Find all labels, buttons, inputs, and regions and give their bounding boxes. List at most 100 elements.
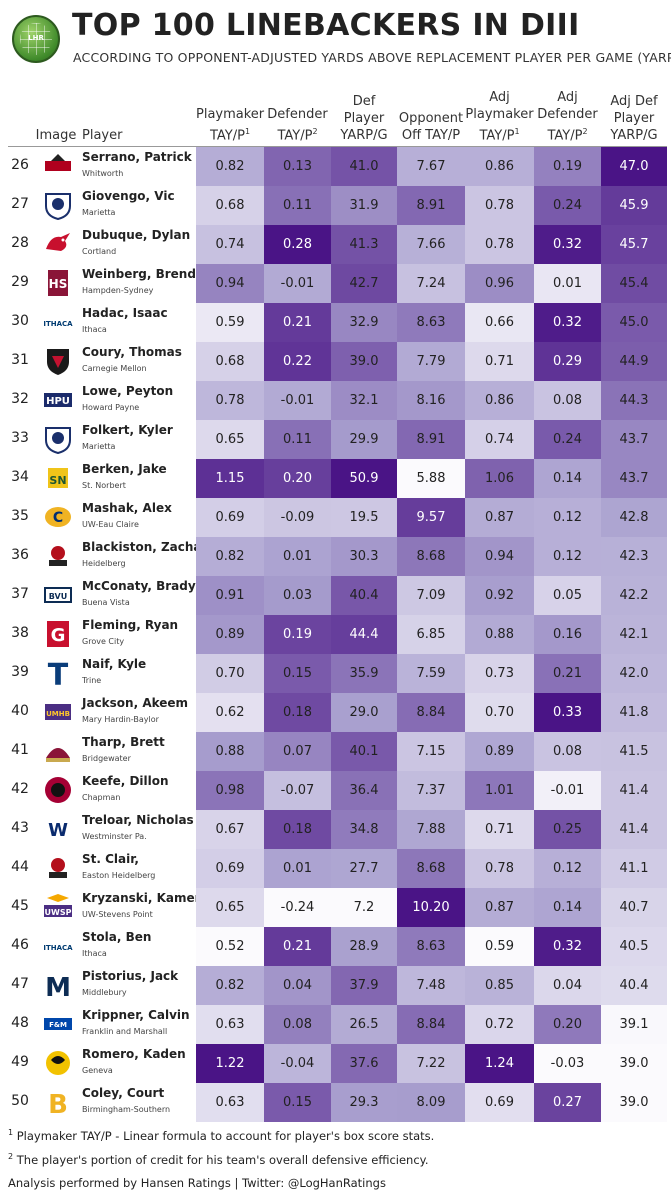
player-name: Serrano, Patrick: [82, 150, 192, 164]
table-row: 34 SN Berken, Jake St. Norbert 1.15 0.20 50.9 5…: [0, 459, 671, 498]
heatmap-cell: 39.0: [601, 1044, 667, 1083]
heatmap-cell: 0.88: [196, 732, 264, 771]
table-row: 29 HS Weinberg, Brendan Hampden-Sydney 0.94-…: [0, 264, 671, 303]
heatmap-cell: 0.08: [534, 381, 601, 420]
heatmap-cell: 29.9: [331, 420, 397, 459]
player-name: Keefe, Dillon: [82, 774, 169, 788]
heatmap-cell: 1.24: [465, 1044, 534, 1083]
player-name: Pistorius, Jack: [82, 969, 179, 983]
player-name: Romero, Kaden: [82, 1047, 186, 1061]
heatmap-cell: 0.78: [465, 225, 534, 264]
player-name: Lowe, Peyton: [82, 384, 174, 398]
heatmap-cell: 0.05: [534, 576, 601, 615]
attribution-text: Analysis performed by Hansen Ratings | T…: [8, 1176, 386, 1190]
svg-text:UMHB: UMHB: [46, 710, 70, 718]
school-name: Middlebury: [82, 988, 127, 997]
rank-label: 33: [11, 430, 29, 446]
heatmap-cell: 36.4: [331, 771, 397, 810]
heatmap-cell: 0.32: [534, 927, 601, 966]
heatmap-cell: 0.78: [465, 849, 534, 888]
ithaca-logo-icon: ITHACA: [43, 931, 73, 961]
school-name: Bridgewater: [82, 754, 131, 763]
marietta-pioneer-logo-icon: [43, 190, 73, 220]
heatmap-cell: 0.74: [465, 420, 534, 459]
heatmap-cell: -0.24: [264, 888, 331, 927]
heatmap-cell: 47.0: [601, 147, 667, 186]
column-header-stat-7-line: Player: [613, 111, 655, 126]
player-name: Berken, Jake: [82, 462, 167, 476]
svg-text:UWSP: UWSP: [45, 908, 72, 917]
heatmap-cell: 8.84: [397, 1005, 465, 1044]
heatmap-cell: -0.01: [264, 264, 331, 303]
heatmap-cell: 0.69: [196, 849, 264, 888]
rank-label: 30: [11, 313, 29, 329]
heatmap-cell: 9.57: [397, 498, 465, 537]
bridgewater-logo-icon: [43, 736, 73, 766]
table-row: 47 M Pistorius, Jack Middlebury 0.82 0.04 37.9…: [0, 966, 671, 1005]
column-header-stat-6-line: Adj: [557, 89, 578, 105]
heatmap-cell: 44.3: [601, 381, 667, 420]
rank-label: 26: [11, 157, 29, 173]
heatmap-cell: 0.73: [465, 654, 534, 693]
column-header-stat-2-line: Defender: [267, 106, 328, 122]
heatmap-cell: 41.4: [601, 810, 667, 849]
column-header-player-line: Player: [82, 128, 123, 143]
heatmap-cell: 42.7: [331, 264, 397, 303]
table-row: 44 St. Clair, Easton Heidelberg 0.69 0.01 27.…: [0, 849, 671, 888]
school-name: Ithaca: [82, 325, 107, 334]
svg-text:W: W: [48, 820, 68, 841]
heatmap-cell: 44.4: [331, 615, 397, 654]
rank-label: 39: [11, 664, 29, 680]
heatmap-cell: 41.8: [601, 693, 667, 732]
heatmap-cell: 32.1: [331, 381, 397, 420]
heatmap-cell: 7.24: [397, 264, 465, 303]
rank-label: 49: [11, 1054, 29, 1070]
heatmap-cell: 7.88: [397, 810, 465, 849]
heatmap-cell: 0.63: [196, 1083, 264, 1122]
howard-payne-logo-icon: HPU: [43, 385, 73, 415]
heatmap-cell: 0.03: [264, 576, 331, 615]
table-row: 45 UWSP Kryzanski, Kameron UW-Stevens Point…: [0, 888, 671, 927]
heatmap-cell: 44.9: [601, 342, 667, 381]
player-name: McConaty, Brady: [82, 579, 196, 593]
heatmap-cell: 42.0: [601, 654, 667, 693]
table-row: 32 HPU Lowe, Peyton Howard Payne 0.78 -0.01 32…: [0, 381, 671, 420]
column-header-stat-3-line: Def: [352, 94, 376, 109]
svg-text:M: M: [45, 973, 71, 1000]
heatmap-cell: 0.15: [264, 1083, 331, 1122]
table-row: 49 Romero, Kaden Geneva 1.22 -0.04 37.6 7.22 1.…: [0, 1044, 671, 1083]
player-name: Krippner, Calvin: [82, 1008, 190, 1022]
heatmap-cell: 0.11: [264, 420, 331, 459]
chart-subtitle: ACCORDING TO OPPONENT-ADJUSTED YARDS ABO…: [73, 50, 671, 65]
heatmap-cell: 0.59: [465, 927, 534, 966]
column-header-stat-6: Adj Defender TAY/P2: [534, 82, 601, 144]
table-row: 26 Serrano, Patrick Whitworth 0.82 0.13 41.0 7…: [0, 147, 671, 186]
heatmap-cell: 0.71: [465, 342, 534, 381]
heatmap-cell: 0.91: [196, 576, 264, 615]
heatmap-cell: 0.28: [264, 225, 331, 264]
heatmap-cell: 0.21: [534, 654, 601, 693]
ithaca-logo-icon: ITHACA: [43, 307, 73, 337]
heatmap-cell: 6.85: [397, 615, 465, 654]
heatmap-cell: 0.63: [196, 1005, 264, 1044]
heatmap-cell: 0.70: [196, 654, 264, 693]
table-row: 35 C Mashak, Alex UW-Eau Claire 0.69 -0.09 19.…: [0, 498, 671, 537]
whitworth-pirates-logo-icon: [43, 151, 73, 181]
column-header-stat-1-line: TAY/P1: [209, 126, 251, 143]
column-header-player: Player: [82, 82, 192, 144]
heatmap-cell: 0.87: [465, 888, 534, 927]
rank-label: 45: [11, 898, 29, 914]
player-name: Naif, Kyle: [82, 657, 147, 671]
school-name: Mary Hardin-Baylor: [82, 715, 159, 724]
school-name: Marietta: [82, 442, 116, 451]
heatmap-cell: 8.63: [397, 927, 465, 966]
heatmap-cell: 8.63: [397, 303, 465, 342]
heatmap-cell: 42.2: [601, 576, 667, 615]
heatmap-cell: 1.06: [465, 459, 534, 498]
column-header-stat-5-line: TAY/P1: [479, 126, 520, 143]
player-name: Folkert, Kyler: [82, 423, 173, 437]
heatmap-cell: 0.32: [534, 303, 601, 342]
heatmap-cell: 0.12: [534, 498, 601, 537]
player-name: Coury, Thomas: [82, 345, 182, 359]
heatmap-cell: 0.62: [196, 693, 264, 732]
